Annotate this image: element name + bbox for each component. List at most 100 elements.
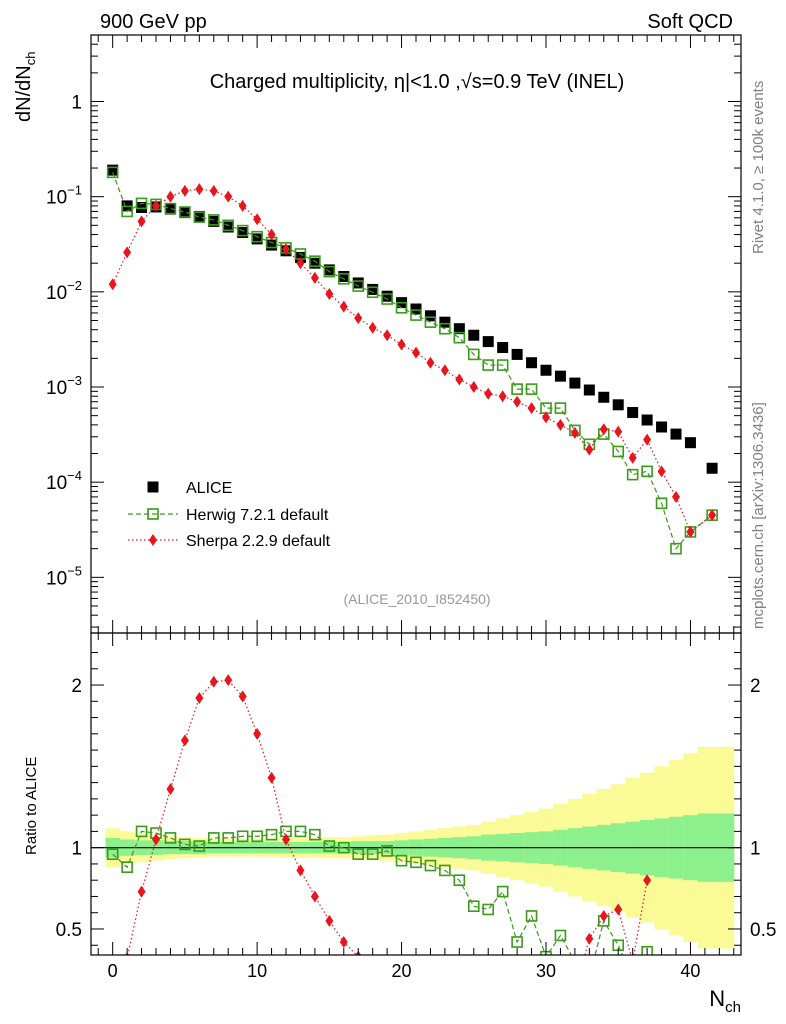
data-point [511, 348, 523, 360]
data-point [310, 271, 319, 284]
y-tick-label: 10−5 [46, 563, 82, 589]
ratio-point [369, 956, 377, 968]
ratio-point [484, 983, 492, 995]
ratio-point [410, 856, 422, 869]
y-axis-label: dN/dNch [13, 52, 38, 122]
data-point [208, 215, 220, 227]
plot-title: Charged multiplicity, η|<1.0 ,√s=0.9 TeV… [210, 71, 625, 93]
ratio-point [325, 914, 334, 927]
ratio-point [629, 956, 637, 968]
series-line [112, 172, 713, 550]
data-point [296, 257, 305, 270]
ratio-point [470, 982, 478, 994]
ratio-point [496, 885, 509, 898]
ratio-point [180, 734, 189, 747]
analysis-label: (ALICE_2010_I852450) [343, 591, 490, 607]
ratio-point [193, 840, 206, 852]
main-plot-panel: 10−5 10−4 10−3 10−2 10−1 1 dN/dNch ALICE Herwig … [13, 34, 742, 634]
data-point [627, 406, 639, 418]
data-point [612, 445, 625, 458]
ratio-point [323, 840, 336, 852]
ratio-tick-label-left: 2 [71, 676, 82, 697]
data-point [222, 221, 234, 233]
data-point [556, 418, 565, 431]
ratio-point [599, 909, 608, 922]
ratio-point [282, 833, 290, 846]
ratio-point [554, 929, 567, 942]
ratio-point [352, 848, 365, 860]
data-point [554, 370, 566, 382]
data-point [164, 203, 176, 215]
ratio-point [482, 903, 495, 916]
data-point [266, 239, 278, 251]
ratio-point [383, 959, 391, 971]
data-point [338, 270, 350, 282]
ratio-point [571, 985, 579, 997]
data-point [670, 542, 682, 555]
data-point [526, 357, 538, 369]
legend-label: ALICE [186, 480, 232, 497]
ratio-point [121, 861, 133, 873]
data-point [195, 183, 204, 196]
ratio-point [424, 859, 437, 872]
legend-label: Herwig 7.2.1 default [186, 507, 329, 524]
ratio-point [267, 771, 276, 784]
data-point [497, 342, 509, 354]
data-point [395, 301, 408, 314]
data-point [224, 190, 233, 203]
ratio-point [426, 972, 434, 984]
data-point [684, 437, 696, 449]
ratio-point [499, 985, 507, 997]
data-point [383, 329, 392, 342]
ratio-point [395, 854, 408, 867]
ratio-point [265, 828, 278, 841]
side-label-top: Rivet 4.1.0, ≥ 100k events [750, 81, 767, 254]
data-point [152, 199, 160, 212]
series-herwig [106, 166, 718, 555]
ratio-point [556, 988, 564, 1000]
ratio-point [253, 727, 262, 740]
ratio-point [614, 903, 623, 916]
series-alice [107, 164, 718, 474]
data-point [496, 359, 509, 371]
ratio-point [528, 986, 536, 998]
data-point [323, 265, 336, 278]
data-point [106, 166, 119, 179]
data-point [410, 303, 422, 315]
data-point [179, 206, 191, 218]
data-point [222, 219, 235, 232]
data-point [410, 309, 422, 321]
ratio-tick-label-left: 1 [71, 839, 82, 860]
data-point [179, 207, 191, 219]
ratio-point [224, 674, 233, 687]
data-point [424, 316, 437, 328]
data-point [554, 402, 567, 414]
data-point [137, 215, 146, 228]
ratio-series-sherpa [125, 674, 652, 1000]
ratio-point [310, 890, 319, 903]
ratio-y-axis-label: Ratio to ALICE [23, 757, 40, 855]
data-point [467, 348, 480, 361]
data-point [484, 387, 493, 400]
y-tick-label: 10−3 [46, 373, 82, 399]
data-point [237, 227, 249, 239]
ratio-point [209, 675, 218, 688]
data-point [135, 197, 148, 210]
ratio-point [164, 832, 177, 844]
data-point [251, 233, 263, 245]
y-tick-label: 10−2 [46, 278, 82, 304]
ratio-point [366, 848, 379, 860]
ratio-point [542, 988, 550, 1000]
ratio-point [222, 832, 235, 844]
ratio-point [467, 900, 480, 913]
data-point [643, 433, 652, 446]
ratio-point [525, 910, 538, 922]
data-point [267, 228, 276, 241]
x-axis-label: Nch [709, 986, 741, 1016]
x-tick-label: 40 [680, 961, 700, 981]
header-left-label: 900 GeV pp [100, 11, 207, 33]
data-point [323, 264, 335, 276]
data-point [193, 210, 205, 222]
ratio-point [135, 825, 148, 838]
ratio-point [137, 885, 146, 898]
